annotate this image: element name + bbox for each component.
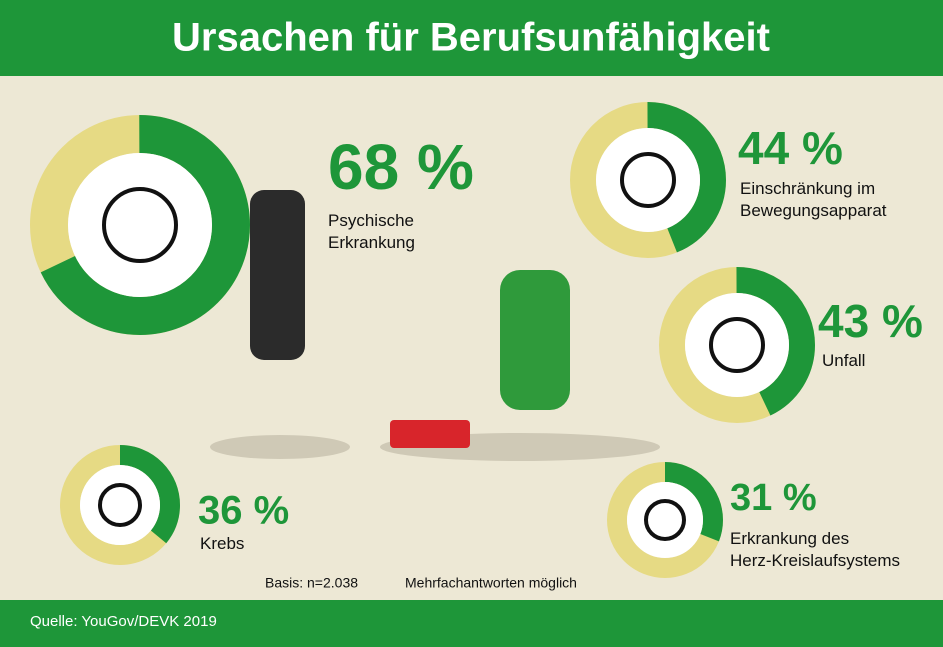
value-label: 36 % bbox=[198, 489, 289, 533]
value-label: 31 % bbox=[730, 477, 817, 519]
icon bbox=[98, 483, 142, 527]
category-label: Unfall bbox=[822, 351, 865, 370]
toolbox bbox=[390, 420, 470, 448]
worker bbox=[500, 270, 570, 410]
category-label: Psychische Erkrankung bbox=[328, 211, 415, 252]
donut-arc bbox=[60, 445, 180, 565]
donut-arc bbox=[659, 267, 815, 423]
donut-center bbox=[627, 482, 703, 558]
category-label: Einschränkung im Bewegungsapparat bbox=[740, 179, 887, 220]
donut-center bbox=[685, 293, 789, 397]
woman bbox=[250, 190, 305, 360]
value-label: 68 % bbox=[328, 131, 474, 203]
note: Mehrfachantworten möglich bbox=[405, 575, 577, 591]
icon bbox=[709, 317, 765, 373]
value-label: 44 % bbox=[738, 122, 843, 174]
category-label: Krebs bbox=[200, 534, 244, 553]
icon bbox=[620, 152, 676, 208]
donut-center bbox=[80, 465, 160, 545]
donut-arc bbox=[30, 115, 250, 335]
note: Basis: n=2.038 bbox=[265, 575, 358, 591]
icon bbox=[102, 187, 178, 263]
value-label: 43 % bbox=[818, 295, 923, 347]
header-bar bbox=[0, 0, 943, 76]
chart-title: Ursachen für Berufsunfähigkeit bbox=[172, 16, 770, 60]
footer-bar bbox=[0, 600, 943, 647]
shadow bbox=[210, 435, 350, 459]
category-label: Erkrankung des Herz-Kreislaufsystems bbox=[730, 529, 900, 570]
donut-arc bbox=[607, 462, 723, 578]
icon bbox=[644, 499, 686, 541]
source: Quelle: YouGov/DEVK 2019 bbox=[30, 613, 217, 630]
donut-arc bbox=[570, 102, 726, 258]
donut-center bbox=[68, 153, 212, 297]
donut-center bbox=[596, 128, 700, 232]
